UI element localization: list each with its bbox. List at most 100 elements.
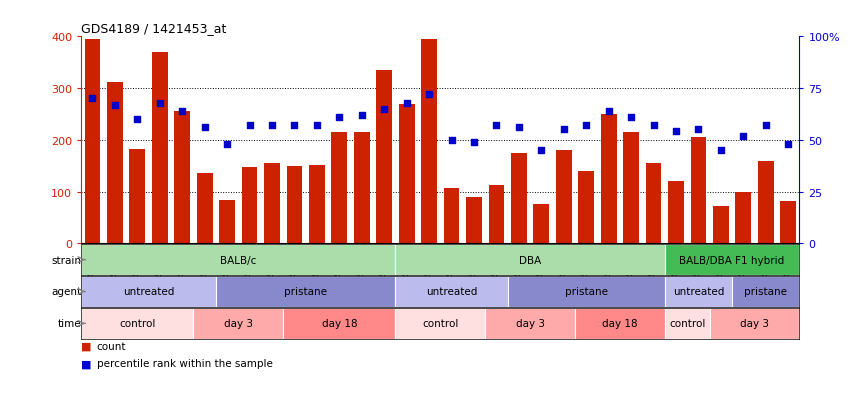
Bar xyxy=(511,153,527,244)
Bar xyxy=(486,308,575,339)
Bar xyxy=(193,308,283,339)
Point xyxy=(467,139,481,146)
Bar xyxy=(758,162,774,244)
Point xyxy=(355,112,369,119)
Bar xyxy=(781,201,796,244)
Bar xyxy=(309,165,325,244)
Bar xyxy=(534,205,549,244)
Text: time: time xyxy=(57,318,81,329)
Bar xyxy=(398,104,415,244)
Point xyxy=(692,127,705,133)
Point xyxy=(287,123,301,129)
Bar xyxy=(508,276,665,307)
Point xyxy=(86,96,99,102)
Text: GDS4189 / 1421453_at: GDS4189 / 1421453_at xyxy=(81,21,227,35)
Point xyxy=(221,141,234,148)
Point xyxy=(512,125,526,131)
Text: pristane: pristane xyxy=(744,287,787,297)
Bar xyxy=(215,276,396,307)
Bar xyxy=(466,197,482,244)
Bar xyxy=(691,138,706,244)
Bar xyxy=(81,308,193,339)
Point xyxy=(243,123,256,129)
Point xyxy=(580,123,593,129)
Point xyxy=(175,108,189,115)
Text: ■: ■ xyxy=(81,341,91,351)
Bar xyxy=(376,71,392,244)
Text: day 3: day 3 xyxy=(516,318,545,329)
Point xyxy=(669,129,683,135)
Point xyxy=(310,123,324,129)
Bar xyxy=(81,276,215,307)
Point xyxy=(490,123,504,129)
Point xyxy=(108,102,121,109)
Bar xyxy=(396,244,665,275)
Text: count: count xyxy=(97,341,127,351)
Point xyxy=(624,114,638,121)
Bar xyxy=(578,171,594,244)
Bar xyxy=(286,166,303,244)
Bar xyxy=(332,133,347,244)
Bar xyxy=(665,308,710,339)
Bar xyxy=(623,133,639,244)
Point xyxy=(557,127,570,133)
Text: control: control xyxy=(422,318,458,329)
Bar xyxy=(713,206,728,244)
Text: control: control xyxy=(669,318,705,329)
Bar xyxy=(152,52,168,244)
Point xyxy=(646,123,660,129)
Bar xyxy=(396,308,486,339)
Text: day 18: day 18 xyxy=(321,318,357,329)
Bar xyxy=(107,83,123,244)
Point xyxy=(445,137,458,144)
Bar xyxy=(732,276,799,307)
Point xyxy=(333,114,346,121)
Bar xyxy=(488,185,504,244)
Point xyxy=(198,125,211,131)
Text: percentile rank within the sample: percentile rank within the sample xyxy=(97,358,273,368)
Point xyxy=(377,106,391,113)
Point xyxy=(131,116,144,123)
Text: day 3: day 3 xyxy=(740,318,769,329)
Bar xyxy=(283,308,396,339)
Text: ■: ■ xyxy=(81,358,91,368)
Bar xyxy=(735,192,752,244)
Bar xyxy=(601,114,616,244)
Bar xyxy=(422,40,437,244)
Point xyxy=(781,141,795,148)
Point xyxy=(534,147,548,154)
Point xyxy=(422,92,436,98)
Point xyxy=(400,100,414,107)
Text: untreated: untreated xyxy=(673,287,724,297)
Bar xyxy=(85,40,100,244)
Bar xyxy=(444,188,459,244)
Text: BALB/DBA F1 hybrid: BALB/DBA F1 hybrid xyxy=(680,255,785,265)
Text: untreated: untreated xyxy=(123,287,174,297)
Point xyxy=(736,133,750,140)
Text: pristane: pristane xyxy=(284,287,327,297)
Bar xyxy=(219,201,235,244)
Text: strain: strain xyxy=(51,255,81,265)
Point xyxy=(714,147,728,154)
Bar xyxy=(646,164,662,244)
Bar xyxy=(129,150,145,244)
Bar xyxy=(575,308,665,339)
Text: agent: agent xyxy=(51,287,81,297)
Bar xyxy=(242,167,257,244)
Point xyxy=(153,100,167,107)
Bar xyxy=(396,276,508,307)
Text: day 3: day 3 xyxy=(224,318,253,329)
Bar xyxy=(174,112,190,244)
Bar xyxy=(556,151,572,244)
Bar xyxy=(354,133,369,244)
Bar xyxy=(668,182,684,244)
Text: DBA: DBA xyxy=(519,255,541,265)
Bar xyxy=(81,244,396,275)
Bar xyxy=(264,164,280,244)
Point xyxy=(602,108,616,115)
Text: control: control xyxy=(119,318,156,329)
Text: BALB/c: BALB/c xyxy=(220,255,256,265)
Text: untreated: untreated xyxy=(426,287,477,297)
Bar xyxy=(665,244,799,275)
Bar xyxy=(710,308,799,339)
